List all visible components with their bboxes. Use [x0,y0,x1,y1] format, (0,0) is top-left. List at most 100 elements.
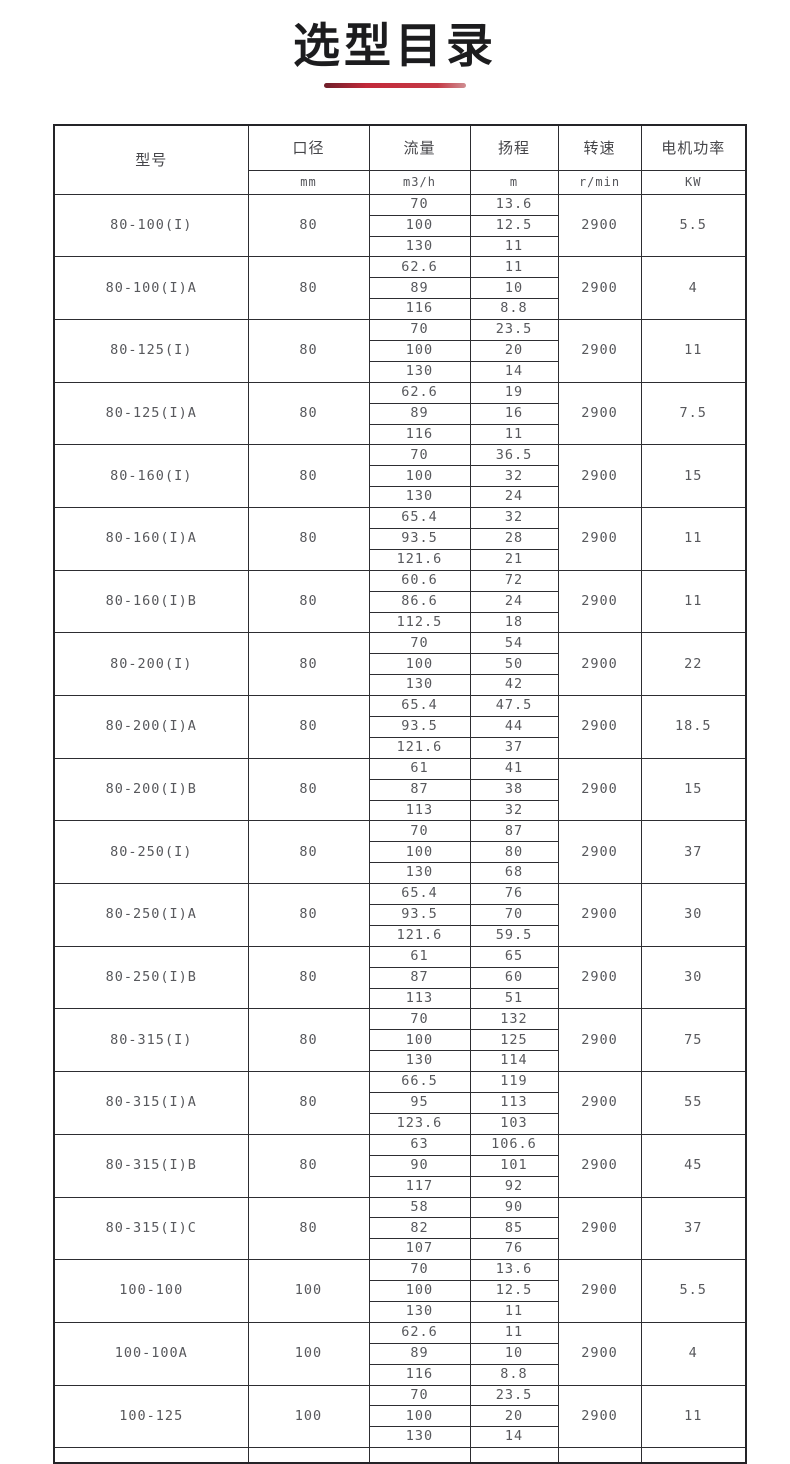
speed-cell: 2900 [557,319,642,383]
catalog-row: 121.6 37 [54,736,746,759]
model-cell: 80-200(I)A [53,695,249,759]
flow-cell: 113 [368,799,471,822]
flow-cell: 70 [368,632,471,655]
diameter-cell: 100 [247,1259,370,1323]
head-cell: 50 [469,653,559,676]
head-cell: 54 [469,632,559,655]
catalog-row: 100 20 [54,339,746,362]
catalog-row: 80-200(I) 80 70 54 2900 22 [53,632,747,697]
head-cell: 125 [469,1029,559,1052]
power-cell: 55 [640,1071,747,1135]
catalog-row: 80-100(I)A 80 62.6 11 2900 4 [53,256,747,321]
selection-catalog-table: 型号 口径 流量 扬程 转速 电机功率 mm m3/h m r/min KW 8… [53,123,747,1464]
speed-cell: 2900 [557,1071,642,1135]
catalog-row: 100 50 [54,653,746,676]
flow-cell: 117 [368,1175,471,1198]
catalog-row: 100 12.5 [54,1280,746,1302]
head-cell: 14 [469,360,559,383]
head-cell: 80 [469,841,559,864]
model-cell: 80-315(I)A [53,1071,249,1135]
flow-cell: 89 [368,277,471,300]
head-cell: 23.5 [469,1384,559,1407]
power-cell: 37 [640,820,747,885]
head-cell: 11 [469,1321,559,1344]
head-cell: 13.6 [469,193,559,216]
flow-cell: 130 [368,235,471,258]
flow-cell: 61 [368,945,471,968]
model-cell: 80-250(I)A [53,883,249,947]
model-cell: 80-160(I) [53,444,249,509]
diameter-cell: 80 [247,1071,370,1135]
catalog-row: 80-250(I)B 80 61 65 2900 30 [53,945,747,1010]
diameter-cell: 80 [247,319,370,383]
flow-cell: 58 [368,1196,471,1219]
column-header-speed: 转速 [557,124,642,171]
flow-cell: 130 [368,486,471,509]
column-header-model: 型号 [53,124,249,195]
catalog-row: 89 10 [54,1342,746,1365]
flow-cell: 70 [368,1384,471,1407]
flow-cell: 100 [368,653,471,676]
head-cell: 14 [469,1426,559,1449]
model-cell: 100-100 [53,1259,249,1323]
power-cell: 15 [640,757,747,822]
speed-cell: 2900 [557,1196,642,1261]
flow-cell: 66.5 [368,1071,471,1094]
catalog-row: 90 101 [54,1154,746,1177]
head-cell: 11 [469,1300,559,1323]
model-cell: 80-200(I) [53,632,249,697]
head-cell: 12.5 [469,1280,559,1302]
speed-cell: 2900 [557,1384,642,1449]
flow-cell: 87 [368,966,471,989]
flow-cell: 70 [368,1008,471,1031]
catalog-row: 100 125 [54,1029,746,1052]
catalog-row: 112.5 18 [54,611,746,634]
head-cell: 38 [469,778,559,801]
power-cell: 30 [640,883,747,947]
head-cell: 132 [469,1008,559,1031]
flow-cell: 89 [368,1342,471,1365]
speed-cell: 2900 [557,193,642,258]
catalog-row: 130 14 [54,360,746,383]
head-cell: 92 [469,1175,559,1198]
catalog-row: 107 76 [54,1238,746,1261]
head-cell: 60 [469,966,559,989]
speed-cell: 2900 [557,883,642,947]
diameter-cell: 100 [247,1384,370,1449]
header-row-units: mm m3/h m r/min KW [54,169,747,195]
flow-cell: 93.5 [368,904,471,926]
table-header: 型号 口径 流量 扬程 转速 电机功率 mm m3/h m r/min KW [53,124,747,195]
model-cell: 80-100(I)A [53,256,249,321]
head-cell: 90 [469,1196,559,1219]
column-header-flow: 流量 [368,124,471,171]
flow-cell: 93.5 [368,528,471,550]
unit-flow: m3/h [368,169,471,195]
catalog-row: 89 16 [54,402,746,425]
power-cell: 75 [640,1008,747,1073]
page-title: 选型目录 [293,19,497,72]
head-cell: 70 [469,904,559,926]
flow-cell: 121.6 [368,548,471,571]
column-header-head: 扬程 [469,124,559,171]
head-cell: 28 [469,528,559,550]
speed-cell: 2900 [557,1321,642,1386]
power-cell: 5.5 [640,193,747,258]
model-cell: 80-315(I) [53,1008,249,1073]
empty-cell [247,1447,370,1464]
model-cell: 80-315(I)B [53,1133,249,1198]
diameter-cell: 80 [247,820,370,885]
flow-cell: 112.5 [368,611,471,634]
catalog-row: 100 20 [54,1405,746,1428]
diameter-cell: 80 [247,1008,370,1073]
power-cell: 30 [640,945,747,1010]
speed-cell: 2900 [557,507,642,571]
catalog-row: 80-160(I) 80 70 36.5 2900 15 [53,444,747,509]
catalog-row: 116 11 [54,423,746,446]
diameter-cell: 100 [247,1321,370,1386]
catalog-row: 82 85 [54,1217,746,1240]
catalog-row: 116 8.8 [54,298,746,321]
model-cell: 80-200(I)B [53,757,249,822]
head-cell: 32 [469,799,559,822]
column-header-diameter: 口径 [247,124,370,171]
flow-cell: 70 [368,444,471,467]
